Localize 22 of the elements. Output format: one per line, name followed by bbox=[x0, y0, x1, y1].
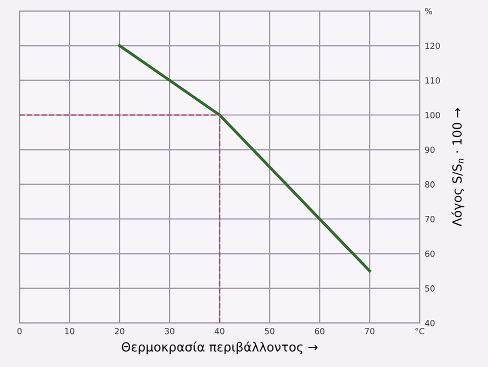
x-tick-label: 30 bbox=[164, 328, 174, 334]
x-tick-label: 10 bbox=[65, 328, 74, 334]
x-tick-label: 40 bbox=[214, 328, 224, 334]
x-axis-title: Θερμοκρασία περιβάλλοντος → bbox=[122, 341, 318, 354]
y-tick-label: 70 bbox=[425, 216, 435, 222]
x-tick-label: °C bbox=[415, 328, 424, 334]
y-tick-label: 120 bbox=[425, 42, 440, 49]
y-tick-label: 60 bbox=[425, 250, 435, 257]
x-tick-label: 60 bbox=[314, 328, 324, 334]
y-tick-label: 110 bbox=[425, 77, 440, 84]
y-tick-label: 40 bbox=[424, 320, 435, 326]
x-tick-label: 0 bbox=[17, 328, 22, 334]
line-series bbox=[118, 44, 372, 272]
y-tick-label: 50 bbox=[425, 285, 435, 292]
x-tick-label: 20 bbox=[114, 328, 124, 334]
y-tick-label: 80 bbox=[425, 181, 435, 188]
x-tick-label: 50 bbox=[264, 328, 274, 334]
y-axis-title: Λόγος S/S$_{n}$ · 100 → bbox=[452, 108, 464, 226]
y-tick-label: 100 bbox=[425, 112, 440, 118]
x-tick-label: 70 bbox=[365, 328, 374, 334]
y-tick-label: 90 bbox=[425, 146, 435, 153]
y-tick-label: % bbox=[425, 8, 432, 14]
